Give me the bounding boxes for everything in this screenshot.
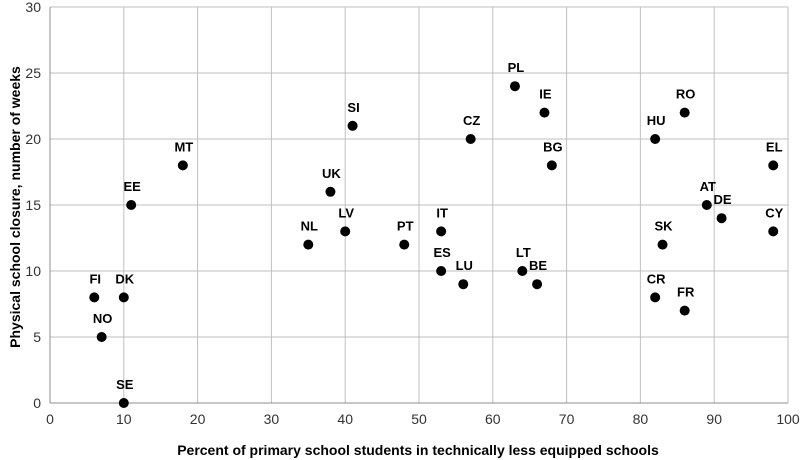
point-label-cy: CY: [765, 205, 783, 220]
x-tick-label: 70: [559, 411, 575, 427]
point-label-lu: LU: [456, 258, 473, 273]
data-point-hu: [650, 134, 661, 144]
data-points: [89, 81, 779, 408]
data-point-ro: [679, 107, 690, 118]
data-point-se: [118, 398, 129, 408]
y-tick-label: 30: [25, 0, 41, 15]
data-point-nl: [303, 239, 314, 250]
data-point-lv: [340, 226, 351, 237]
point-label-nl: NL: [301, 219, 318, 234]
x-tick-label: 10: [116, 411, 132, 427]
y-tick-label: 25: [25, 65, 41, 81]
data-point-si: [347, 120, 358, 131]
point-label-cr: CR: [647, 271, 666, 286]
data-point-el: [768, 160, 779, 171]
point-label-ro: RO: [676, 87, 696, 102]
point-label-de: DE: [714, 192, 732, 207]
x-tick-label: 60: [485, 411, 501, 427]
point-label-fr: FR: [677, 285, 695, 300]
x-tick-label: 20: [190, 411, 206, 427]
point-label-fi: FI: [89, 271, 101, 286]
x-tick-label: 30: [264, 411, 280, 427]
y-tick-label: 20: [25, 131, 41, 147]
x-tick-label: 40: [337, 411, 353, 427]
data-point-de: [716, 213, 727, 224]
data-point-pl: [509, 81, 520, 92]
x-tick-label: 50: [411, 411, 427, 427]
x-tick-label: 80: [633, 411, 649, 427]
point-label-si: SI: [347, 100, 359, 115]
data-point-pt: [399, 239, 410, 250]
point-label-se: SE: [116, 377, 134, 392]
point-label-es: ES: [433, 245, 451, 260]
data-point-lt: [517, 266, 528, 276]
point-label-dk: DK: [115, 271, 134, 286]
point-label-be: BE: [529, 258, 547, 273]
y-tick-label: 15: [25, 197, 41, 213]
grid-lines: [50, 6, 789, 403]
data-point-ie: [539, 107, 550, 118]
axes: [49, 7, 788, 404]
data-point-fr: [679, 305, 690, 316]
data-point-mt: [177, 160, 188, 171]
point-label-hu: HU: [647, 113, 666, 128]
point-label-el: EL: [766, 139, 783, 154]
y-tick-label: 10: [25, 263, 41, 279]
data-point-cr: [650, 292, 661, 303]
point-label-pl: PL: [508, 60, 525, 75]
point-label-at: AT: [700, 179, 716, 194]
data-point-cy: [768, 226, 779, 237]
tick-labels: 0 10 20 30 40 50 60 70 80 90 100 0 5 10 15 20 25 30: [25, 0, 799, 427]
data-point-cz: [465, 134, 476, 144]
point-label-sk: SK: [655, 219, 674, 234]
point-label-ee: EE: [124, 179, 142, 194]
point-label-cz: CZ: [463, 113, 480, 128]
point-label-pt: PT: [397, 219, 414, 234]
point-label-bg: BG: [543, 139, 563, 154]
y-tick-label: 5: [33, 329, 41, 345]
data-point-sk: [657, 239, 668, 250]
point-label-lv: LV: [338, 205, 354, 220]
point-label-ie: IE: [539, 87, 552, 102]
data-point-at: [701, 200, 712, 210]
data-point-lu: [458, 279, 469, 290]
y-axis-title: Physical school closure, number of weeks: [7, 66, 23, 348]
point-label-uk: UK: [322, 166, 341, 181]
x-axis-title: Percent of primary school students in te…: [177, 442, 659, 458]
x-tick-label: 100: [776, 411, 800, 427]
data-point-it: [436, 226, 447, 237]
point-label-lt: LT: [516, 245, 531, 260]
data-point-es: [436, 266, 447, 276]
y-tick-label: 0: [33, 395, 41, 411]
data-point-fi: [89, 292, 100, 303]
data-point-bg: [546, 160, 557, 171]
point-label-no: NO: [93, 311, 113, 326]
point-label-mt: MT: [174, 139, 193, 154]
data-point-uk: [325, 186, 336, 197]
x-tick-label: 90: [706, 411, 722, 427]
data-point-no: [96, 332, 107, 342]
point-label-it: IT: [436, 205, 448, 220]
data-point-be: [532, 279, 543, 290]
data-point-ee: [126, 200, 137, 210]
x-tick-label: 0: [46, 411, 54, 427]
data-point-dk: [118, 292, 129, 303]
